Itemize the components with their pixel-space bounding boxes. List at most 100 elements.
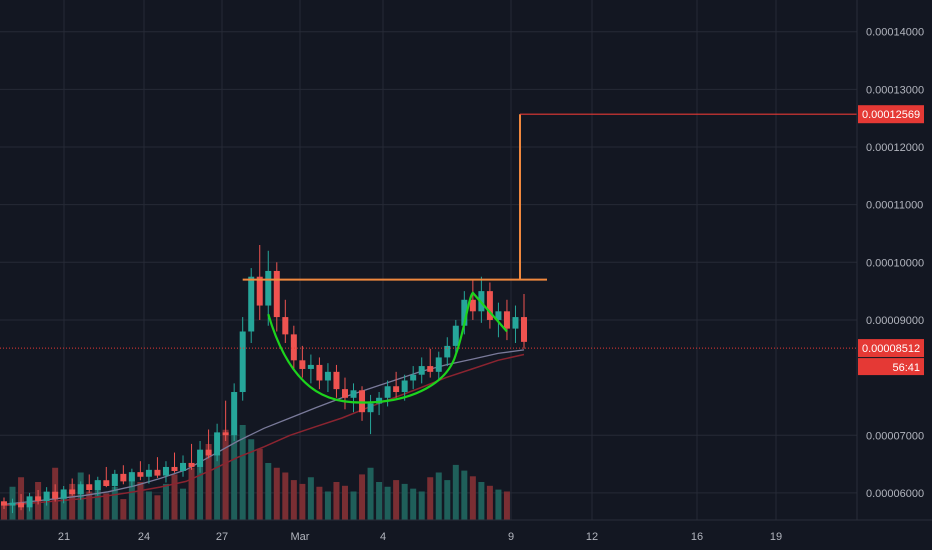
volume-bar bbox=[256, 448, 263, 520]
candle-body bbox=[512, 317, 519, 329]
candlesticks bbox=[1, 245, 527, 514]
candle-body bbox=[180, 462, 187, 471]
x-tick-label: 27 bbox=[216, 531, 228, 543]
volume-bar bbox=[111, 486, 118, 520]
y-axis[interactable]: 0.00014000 0.00013000 0.00012000 0.00011000… bbox=[866, 27, 924, 500]
y-tick-label: 0.00011000 bbox=[866, 200, 923, 212]
current-price-text: 0.00008512 bbox=[862, 343, 920, 355]
volume-bar bbox=[231, 434, 238, 520]
volume-bar bbox=[222, 429, 229, 520]
candle-body bbox=[86, 484, 93, 491]
volume-bar bbox=[359, 474, 366, 520]
volume-bar bbox=[324, 491, 331, 520]
volume-bar bbox=[248, 439, 255, 520]
volume-bar bbox=[137, 482, 144, 520]
candle-body bbox=[205, 449, 212, 456]
y-tick-label: 0.00010000 bbox=[866, 257, 924, 269]
candle-body bbox=[171, 466, 178, 471]
candle-body bbox=[26, 496, 33, 508]
y-tick-label: 0.00006000 bbox=[866, 488, 924, 500]
candle-body bbox=[427, 366, 434, 372]
volume-bar bbox=[486, 485, 493, 520]
x-tick-label: 24 bbox=[138, 531, 150, 543]
y-tick-label: 0.00013000 bbox=[866, 84, 924, 96]
volume-bar bbox=[341, 485, 348, 520]
candle-body bbox=[486, 291, 493, 320]
y-tick-label: 0.00009000 bbox=[866, 315, 924, 327]
candle-body bbox=[376, 397, 383, 404]
x-tick-label: 12 bbox=[586, 531, 598, 543]
volume-bar bbox=[69, 483, 76, 520]
candle-body bbox=[410, 374, 417, 381]
volume-bar bbox=[171, 474, 178, 520]
candle-body bbox=[231, 392, 238, 436]
candle-body bbox=[103, 480, 110, 486]
candle-body bbox=[461, 299, 468, 326]
volume-bar bbox=[180, 488, 187, 520]
candle-body bbox=[214, 432, 221, 456]
price-labels: 0.00012569 0.00008512 56:41 bbox=[858, 105, 924, 376]
candle-body bbox=[341, 389, 348, 398]
candle-body bbox=[401, 380, 408, 393]
candle-body bbox=[145, 469, 152, 477]
volume-bar bbox=[452, 464, 459, 520]
volume-bar bbox=[401, 483, 408, 520]
volume-bar bbox=[94, 480, 101, 520]
x-tick-label: 9 bbox=[508, 531, 514, 543]
y-tick-label: 0.00007000 bbox=[866, 430, 924, 442]
volume-bar bbox=[265, 463, 272, 520]
candle-body bbox=[256, 276, 263, 306]
volume-bar bbox=[410, 488, 417, 520]
candle-body bbox=[367, 403, 374, 413]
volume-bar bbox=[145, 491, 152, 520]
candle-body bbox=[469, 299, 476, 312]
candle-body bbox=[197, 449, 204, 467]
candle-body bbox=[128, 472, 135, 482]
y-tick-label: 0.00014000 bbox=[866, 27, 924, 39]
candle-body bbox=[239, 331, 246, 393]
candle-body bbox=[188, 462, 195, 467]
candle-body bbox=[43, 491, 50, 501]
x-tick-label: 19 bbox=[770, 531, 782, 543]
candle-body bbox=[282, 317, 289, 335]
volume-bar bbox=[1, 501, 7, 520]
candle-body bbox=[393, 386, 400, 393]
volume-bar bbox=[239, 425, 246, 520]
volume-bar bbox=[376, 482, 383, 520]
drawings bbox=[0, 113, 857, 404]
candle-body bbox=[94, 480, 101, 491]
candle-body bbox=[35, 496, 42, 501]
x-tick-label: Mar bbox=[291, 531, 310, 543]
volume-bar bbox=[333, 482, 340, 520]
candle-body bbox=[154, 469, 161, 476]
volume-bar bbox=[197, 461, 204, 520]
x-tick-label: 4 bbox=[380, 531, 386, 543]
volume-bar bbox=[282, 472, 289, 520]
volume-bar bbox=[384, 486, 391, 520]
candle-body bbox=[60, 489, 67, 499]
volume-bar bbox=[350, 491, 357, 520]
countdown-label bbox=[858, 358, 924, 376]
target-price-text: 0.00012569 bbox=[862, 109, 920, 121]
candle-body bbox=[9, 502, 16, 506]
candle-body bbox=[435, 357, 442, 372]
candle-body bbox=[265, 270, 272, 306]
candle-body bbox=[52, 491, 59, 499]
candle-body bbox=[111, 473, 118, 486]
volume-bar bbox=[162, 483, 169, 520]
volume-bar bbox=[273, 467, 280, 520]
candle-body bbox=[503, 311, 510, 329]
candle-body bbox=[248, 276, 255, 332]
current-price-label bbox=[858, 339, 924, 358]
candle-body bbox=[273, 270, 280, 318]
candle-body bbox=[359, 390, 366, 413]
candle-body bbox=[18, 502, 25, 508]
volume-bar bbox=[43, 491, 50, 520]
volume-bar bbox=[188, 467, 195, 520]
volume-bar bbox=[495, 489, 502, 520]
volume-bar bbox=[316, 486, 323, 520]
countdown-text: 56:41 bbox=[892, 362, 920, 374]
x-axis[interactable]: 21 24 27 Mar 4 9 12 16 19 bbox=[58, 531, 782, 543]
volume-bar bbox=[444, 480, 451, 520]
